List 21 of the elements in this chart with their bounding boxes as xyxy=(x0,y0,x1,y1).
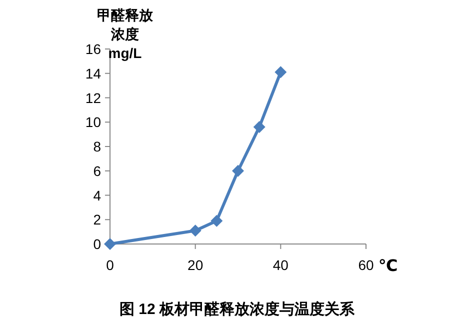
x-tick-label: 40 xyxy=(272,257,289,273)
point xyxy=(189,224,202,237)
x-tick-label: 20 xyxy=(188,257,204,273)
y-tick-label: 14 xyxy=(85,65,102,82)
point xyxy=(253,121,266,133)
y-tick-label: 2 xyxy=(93,212,102,228)
text: 图 12 板材甲醛释放浓度与温度关系 xyxy=(119,300,356,318)
y-tick-label: 12 xyxy=(85,90,102,106)
point xyxy=(210,214,223,227)
y-tick-label: 4 xyxy=(93,187,102,204)
y-tick-label: 16 xyxy=(85,41,102,57)
y-tick-label: 6 xyxy=(93,162,102,179)
y-tick-label: 0 xyxy=(93,236,102,252)
x-tick-label: 0 xyxy=(106,257,114,273)
x-axis-title: ℃ xyxy=(378,258,398,275)
y-tick-label: 8 xyxy=(93,138,102,154)
x-tick-label: 60 xyxy=(358,257,374,273)
point xyxy=(104,238,116,250)
point xyxy=(232,164,244,177)
y-tick-label: 10 xyxy=(85,114,102,130)
point xyxy=(274,66,287,78)
